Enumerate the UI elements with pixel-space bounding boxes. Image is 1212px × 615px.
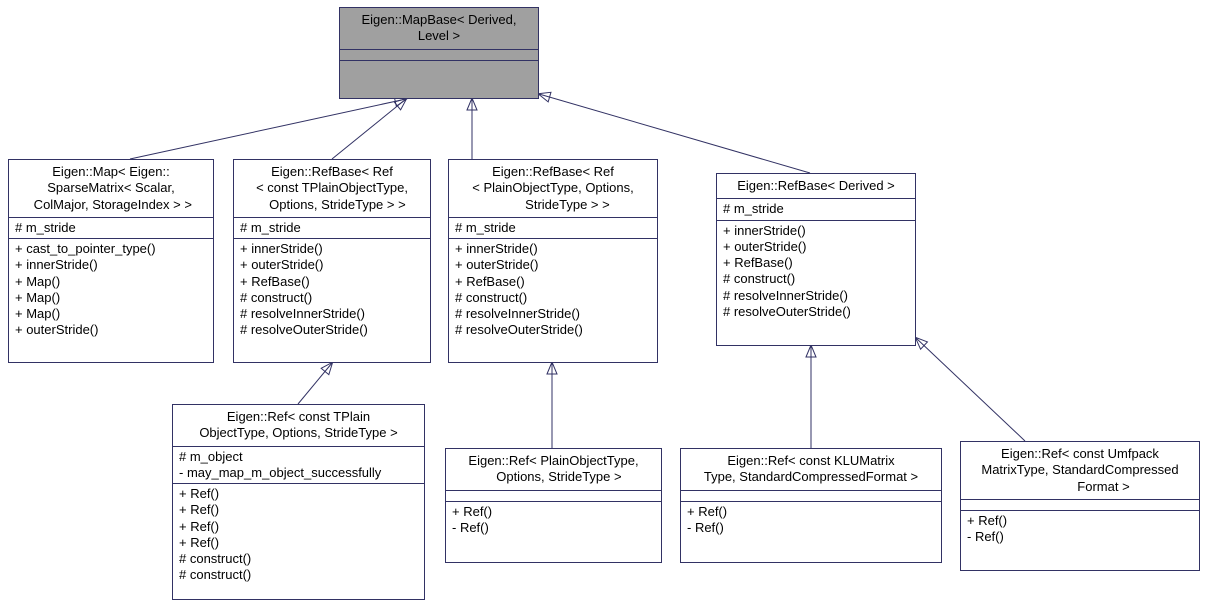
node-refbase-derived[interactable]: Eigen::RefBase< Derived ># m_stride+ inn…	[716, 173, 916, 346]
node-attrs: # m_stride	[9, 217, 213, 238]
uml-canvas: Eigen::MapBase< Derived, Level > Eigen::…	[0, 0, 1212, 615]
inheritance-edge	[130, 99, 406, 159]
node-ops: + innerStride() + outerStride() + RefBas…	[717, 220, 915, 323]
node-title: Eigen::RefBase< Ref < PlainObjectType, O…	[449, 160, 657, 217]
node-ops	[340, 60, 538, 71]
node-ops: + Ref() - Ref()	[446, 501, 661, 539]
node-title: Eigen::Ref< const KLUMatrix Type, Standa…	[681, 449, 941, 490]
node-attrs: # m_stride	[449, 217, 657, 238]
node-attrs	[961, 499, 1199, 510]
node-ops: + Ref() + Ref() + Ref() + Ref() # constr…	[173, 483, 424, 586]
node-attrs	[446, 490, 661, 501]
node-ref-klu[interactable]: Eigen::Ref< const KLUMatrix Type, Standa…	[680, 448, 942, 563]
node-title: Eigen::Ref< const Umfpack MatrixType, St…	[961, 442, 1199, 499]
node-ref-plain[interactable]: Eigen::Ref< PlainObjectType, Options, St…	[445, 448, 662, 563]
node-ref-umfpack[interactable]: Eigen::Ref< const Umfpack MatrixType, St…	[960, 441, 1200, 571]
node-attrs	[340, 49, 538, 60]
node-ref-const-tplain[interactable]: Eigen::Ref< const TPlain ObjectType, Opt…	[172, 404, 425, 600]
node-title: Eigen::Ref< const TPlain ObjectType, Opt…	[173, 405, 424, 446]
node-ops: + Ref() - Ref()	[961, 510, 1199, 548]
node-ops: + innerStride() + outerStride() + RefBas…	[234, 238, 430, 341]
node-title: Eigen::Map< Eigen:: SparseMatrix< Scalar…	[9, 160, 213, 217]
node-title: Eigen::RefBase< Ref < const TPlainObject…	[234, 160, 430, 217]
node-ops: + innerStride() + outerStride() + RefBas…	[449, 238, 657, 341]
inheritance-edge	[298, 363, 332, 404]
node-title: Eigen::MapBase< Derived, Level >	[340, 8, 538, 49]
node-attrs: # m_object - may_map_m_object_successful…	[173, 446, 424, 484]
node-refbase-plain[interactable]: Eigen::RefBase< Ref < PlainObjectType, O…	[448, 159, 658, 363]
node-attrs: # m_stride	[234, 217, 430, 238]
node-ops: + Ref() - Ref()	[681, 501, 941, 539]
node-map-sparse[interactable]: Eigen::Map< Eigen:: SparseMatrix< Scalar…	[8, 159, 214, 363]
node-mapbase[interactable]: Eigen::MapBase< Derived, Level >	[339, 7, 539, 99]
node-title: Eigen::Ref< PlainObjectType, Options, St…	[446, 449, 661, 490]
node-ops: + cast_to_pointer_type() + innerStride()…	[9, 238, 213, 341]
inheritance-edge	[916, 338, 1025, 441]
node-refbase-const-tplain[interactable]: Eigen::RefBase< Ref < const TPlainObject…	[233, 159, 431, 363]
node-title: Eigen::RefBase< Derived >	[717, 174, 915, 198]
inheritance-edge	[332, 99, 406, 159]
node-attrs	[681, 490, 941, 501]
node-attrs: # m_stride	[717, 198, 915, 219]
